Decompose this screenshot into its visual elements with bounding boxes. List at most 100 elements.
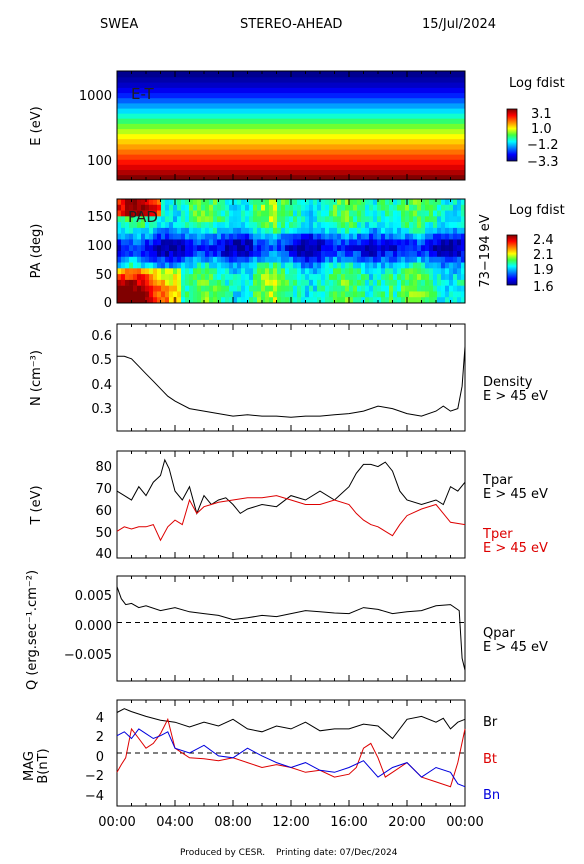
pad-cell <box>373 204 378 211</box>
pad-cell <box>261 216 266 223</box>
pad-cell <box>221 256 226 263</box>
pad-cell <box>425 297 430 304</box>
pad-cell <box>249 204 254 211</box>
pad-cell <box>129 216 134 223</box>
pad-cell <box>333 279 338 286</box>
pad-cell <box>369 199 374 206</box>
bn-legend-name: Bn <box>483 788 500 803</box>
pad-cell <box>249 233 254 240</box>
pad-cell <box>269 285 274 292</box>
pad-cell <box>453 279 458 286</box>
pad-cell <box>321 274 326 281</box>
pad-cell <box>185 233 190 240</box>
pad-cell <box>125 233 130 240</box>
pad-cell <box>393 291 398 298</box>
pad-cell <box>277 222 282 229</box>
pad-cell <box>217 204 222 211</box>
pad-cell <box>173 285 178 292</box>
pad-cell <box>189 268 194 275</box>
pad-cell <box>181 274 186 281</box>
pad-cell <box>237 279 242 286</box>
pad-cell <box>181 227 186 234</box>
pad-cell <box>365 210 370 217</box>
pad-cell <box>401 245 406 252</box>
pad-cell <box>185 256 190 263</box>
pad-cell <box>269 199 274 206</box>
pad-cell <box>429 291 434 298</box>
pad-cell <box>181 245 186 252</box>
br-legend-name: Br <box>483 715 498 730</box>
pad-cell <box>133 222 138 229</box>
pad-cell <box>229 297 234 304</box>
pad-cell <box>293 256 298 263</box>
pad-cell <box>337 262 342 269</box>
pad-cell <box>445 285 450 292</box>
pad-cell <box>413 233 418 240</box>
pad-cell <box>461 210 466 217</box>
pad-cell <box>369 285 374 292</box>
pad-cell <box>341 268 346 275</box>
pad-cell <box>385 245 390 252</box>
pad-cell <box>393 256 398 263</box>
pad-cell <box>225 204 230 211</box>
pad-cell <box>321 245 326 252</box>
pad-cell <box>241 245 246 252</box>
pad-cell <box>197 210 202 217</box>
pad-cell <box>373 279 378 286</box>
pad-cell <box>345 297 350 304</box>
pad-cell <box>229 239 234 246</box>
pad-cell <box>361 274 366 281</box>
pad-cell <box>149 204 154 211</box>
pad-cell <box>157 233 162 240</box>
pad-cell <box>417 285 422 292</box>
pad-cell <box>137 251 142 258</box>
pad-cell <box>393 251 398 258</box>
pad-cell <box>349 262 354 269</box>
pad-cell <box>173 262 178 269</box>
pad-cell <box>233 216 238 223</box>
pad-cell <box>437 227 442 234</box>
pad-cell <box>133 268 138 275</box>
pad-cell <box>141 204 146 211</box>
pa-colorbar-tick-max: 2.4 <box>533 233 554 248</box>
pad-cell <box>413 262 418 269</box>
pad-cell <box>377 251 382 258</box>
pad-cell <box>457 268 462 275</box>
pad-cell <box>413 297 418 304</box>
pad-cell <box>273 233 278 240</box>
pad-cell <box>141 251 146 258</box>
temp-tick-80: 80 <box>95 460 112 475</box>
pad-cell <box>393 279 398 286</box>
pad-cell <box>381 262 386 269</box>
pad-cell <box>289 279 294 286</box>
pad-cell <box>301 251 306 258</box>
pad-cell <box>421 222 426 229</box>
pad-cell <box>117 233 122 240</box>
pad-cell <box>345 291 350 298</box>
pad-cell <box>197 204 202 211</box>
pad-cell <box>393 297 398 304</box>
pad-cell <box>429 204 434 211</box>
pad-cell <box>165 199 170 206</box>
pad-cell <box>241 227 246 234</box>
pad-cell <box>173 239 178 246</box>
pad-cell <box>457 297 462 304</box>
pad-cell <box>425 245 430 252</box>
pad-cell <box>445 245 450 252</box>
pad-cell <box>437 204 442 211</box>
pad-cell <box>337 297 342 304</box>
pad-cell <box>345 256 350 263</box>
pad-cell <box>365 245 370 252</box>
pad-cell <box>125 251 130 258</box>
pad-cell <box>389 274 394 281</box>
pad-cell <box>397 245 402 252</box>
pad-cell <box>361 245 366 252</box>
pad-cell <box>197 199 202 206</box>
pad-cell <box>237 227 242 234</box>
pad-cell <box>413 227 418 234</box>
pad-cell <box>421 245 426 252</box>
pad-cell <box>365 291 370 298</box>
pad-cell <box>309 251 314 258</box>
pad-cell <box>205 268 210 275</box>
pad-cell <box>417 268 422 275</box>
